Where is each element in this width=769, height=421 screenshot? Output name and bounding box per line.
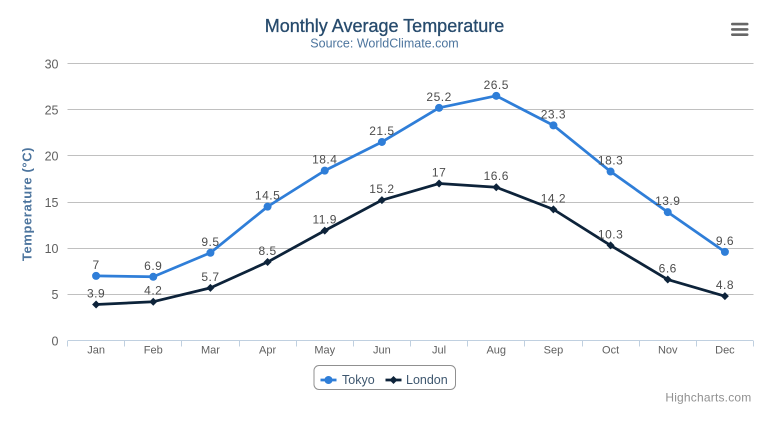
svg-text:Source: WorldClimate.com: Source: WorldClimate.com xyxy=(310,37,458,51)
svg-text:9.5: 9.5 xyxy=(201,235,219,249)
svg-text:6.9: 6.9 xyxy=(144,259,162,273)
svg-text:Jul: Jul xyxy=(432,345,446,357)
svg-text:18.4: 18.4 xyxy=(312,153,337,167)
svg-text:14.2: 14.2 xyxy=(541,191,566,205)
svg-text:30: 30 xyxy=(45,57,59,71)
svg-text:25.2: 25.2 xyxy=(426,90,451,104)
svg-text:21.5: 21.5 xyxy=(369,124,394,138)
svg-text:Highcharts.com: Highcharts.com xyxy=(665,391,751,405)
svg-text:5.7: 5.7 xyxy=(201,270,219,284)
svg-text:18.3: 18.3 xyxy=(598,154,623,168)
svg-text:9.6: 9.6 xyxy=(716,234,734,248)
svg-text:3.9: 3.9 xyxy=(87,286,105,300)
svg-text:11.9: 11.9 xyxy=(313,213,337,227)
svg-text:4.2: 4.2 xyxy=(144,284,162,298)
svg-text:Sep: Sep xyxy=(544,345,564,357)
svg-text:Jan: Jan xyxy=(87,345,105,357)
svg-text:Feb: Feb xyxy=(144,345,163,357)
svg-text:14.5: 14.5 xyxy=(255,189,280,203)
svg-text:23.3: 23.3 xyxy=(541,107,566,121)
svg-text:Mar: Mar xyxy=(201,345,220,357)
svg-text:17: 17 xyxy=(432,166,446,180)
svg-text:4.8: 4.8 xyxy=(716,278,734,292)
svg-text:6.6: 6.6 xyxy=(659,262,677,276)
svg-text:26.5: 26.5 xyxy=(484,78,509,92)
svg-text:Aug: Aug xyxy=(486,345,506,357)
svg-text:10.3: 10.3 xyxy=(598,227,623,241)
svg-text:16.6: 16.6 xyxy=(484,169,509,183)
svg-text:Tokyo: Tokyo xyxy=(342,373,375,387)
svg-text:25: 25 xyxy=(45,104,59,118)
svg-text:London: London xyxy=(406,373,448,387)
svg-text:0: 0 xyxy=(52,334,59,348)
svg-text:15: 15 xyxy=(45,196,59,210)
svg-text:5: 5 xyxy=(52,288,59,302)
svg-text:8.5: 8.5 xyxy=(258,244,276,258)
svg-text:15.2: 15.2 xyxy=(369,182,394,196)
svg-text:Monthly Average Temperature: Monthly Average Temperature xyxy=(265,16,504,36)
svg-text:Nov: Nov xyxy=(658,345,678,357)
svg-text:Apr: Apr xyxy=(259,345,276,357)
svg-text:20: 20 xyxy=(45,150,59,164)
svg-text:Jun: Jun xyxy=(373,345,391,357)
svg-text:13.9: 13.9 xyxy=(655,194,680,208)
svg-text:Dec: Dec xyxy=(715,345,735,357)
svg-text:Temperature (°C): Temperature (°C) xyxy=(20,147,35,261)
svg-text:7: 7 xyxy=(92,258,99,272)
svg-text:Oct: Oct xyxy=(602,345,619,357)
svg-text:10: 10 xyxy=(45,242,59,256)
svg-text:May: May xyxy=(314,345,335,357)
